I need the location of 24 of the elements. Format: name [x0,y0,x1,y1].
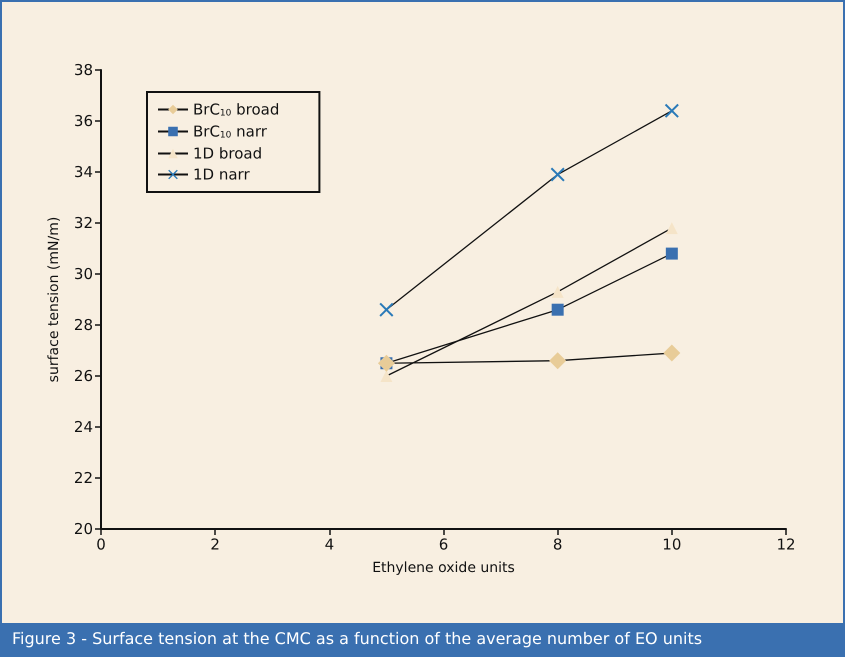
x-tick-label: 0 [96,536,106,554]
x-tick-label: 2 [210,536,220,554]
y-tick-label: 28 [74,316,93,334]
y-tick-label: 24 [74,418,93,436]
x-axis-title: Ethylene oxide units [372,560,515,576]
y-tick-label: 36 [74,112,93,130]
y-tick-label: 38 [74,61,93,79]
y-tick-label: 22 [74,469,93,487]
y-tick-label: 34 [74,163,93,181]
legend-label: BrC10 narr [193,122,268,140]
legend-label: 1D broad [193,144,262,162]
x-tick-label: 8 [552,536,562,554]
legend-label: 1D narr [193,166,250,184]
y-tick-label: 20 [74,520,93,538]
x-tick-label: 12 [776,536,796,554]
caption: Figure 3 - Surface tension at the CMC as a function of the average number of EO units [2,623,843,655]
x-tick-label: 4 [324,536,334,554]
legend-label: BrC10 broad [193,100,280,118]
x-tick-label: 6 [438,536,448,554]
y-tick-label: 32 [74,214,93,232]
y-tick-label: 30 [74,265,93,283]
y-axis-title: surface tension (mN/m) [46,216,62,382]
y-tick-label: 26 [74,367,93,385]
x-tick-label: 10 [662,536,682,554]
